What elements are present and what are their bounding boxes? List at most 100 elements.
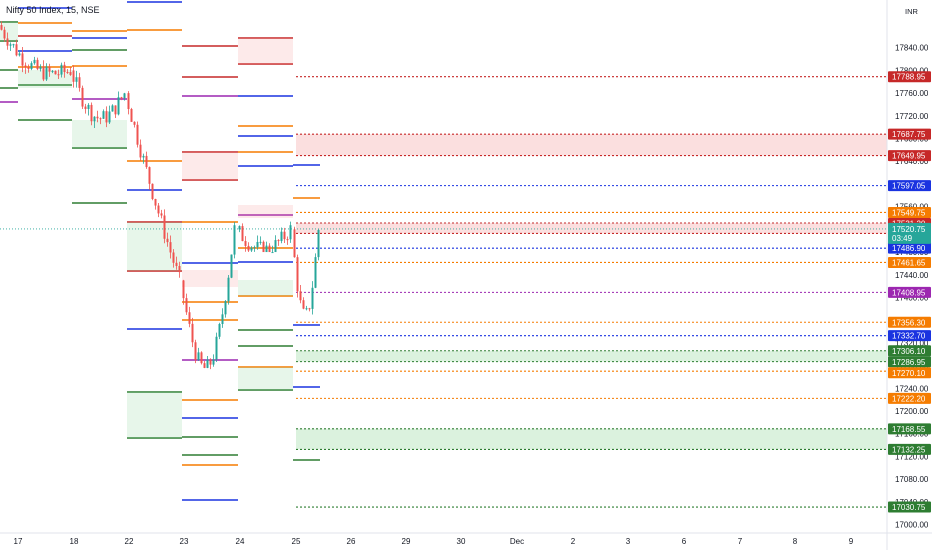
candle-body [265,245,268,253]
time-tick-label: 22 [125,537,134,546]
candle-body [96,116,99,119]
price-tag: 17687.75 [888,128,931,140]
current-price-bg [888,222,931,244]
candle-body [75,77,78,82]
candle-body [280,231,283,242]
candle-body [51,70,54,72]
candle-body [209,359,212,365]
price-tag-label: 17306.10 [892,347,926,356]
candle-body [293,229,296,258]
time-tick-label: 2 [571,537,576,546]
price-tag: 17408.95 [888,286,931,298]
candle-body [230,254,233,278]
candle-body [18,53,21,56]
candle-body [283,231,286,240]
time-tick-label: 24 [236,537,245,546]
candle-body [157,205,160,214]
time-tick-label: 17 [14,537,23,546]
candle-body [148,167,151,184]
candle-body [188,312,191,324]
candle-body [302,300,305,309]
time-tick-label: 3 [626,537,631,546]
candle-body [244,241,247,246]
time-tick-label: 23 [180,537,189,546]
chart-title: Nifty 50 Index, 15, NSE [6,5,100,15]
price-tick-label: 17800.00 [895,66,929,75]
candle-body [178,266,181,273]
candle-body [27,67,30,69]
price-tag-label: 17549.75 [892,208,926,217]
candle-body [24,65,27,68]
price-tag-label: 17222.20 [892,394,926,403]
candle-body [200,352,203,364]
candle-body [191,323,194,343]
candle-body [81,87,84,107]
price-tag: 17549.75 [888,206,931,218]
candle-body [206,359,209,368]
price-tag: 17030.75 [888,501,931,513]
price-tag-label: 17687.75 [892,130,926,139]
candle-body [102,111,105,119]
price-tag-label: 17649.95 [892,152,926,161]
candle-body [66,72,69,74]
candle-body [274,240,277,253]
candle-body [253,247,256,249]
zone-rect [296,428,887,450]
candle-body [259,241,262,243]
price-tag-bg [888,423,931,435]
candle-body [36,59,39,70]
candle-body [123,93,126,99]
price-tag: 17132.25 [888,443,931,455]
time-tick-label: 29 [402,537,411,546]
zone-rect [296,222,887,234]
price-tick-label: 17120.00 [895,452,929,461]
currency-label: INR [905,7,919,16]
historical-zone [182,152,238,180]
candle-body [39,66,42,70]
candle-body [142,155,145,158]
price-tag: 17356.30 [888,316,931,328]
zone-layer [296,134,887,450]
price-tick-label: 17840.00 [895,44,929,53]
candle-body [9,44,12,46]
candle-body [289,225,292,240]
price-tag-label: 17270.10 [892,369,926,378]
candle-body [93,116,96,122]
price-tag-label: 17286.95 [892,358,926,367]
candle-body [197,352,200,360]
price-tag: 17306.10 [888,345,931,357]
price-tick-label: 17200.00 [895,407,929,416]
candle-body [166,238,169,243]
historical-levels [0,1,320,501]
candle-body [136,124,139,145]
candle-body [117,97,120,115]
time-tick-label: 7 [738,537,743,546]
price-tag-bg [888,180,931,192]
price-tag-bg [888,206,931,218]
candle-body [247,245,250,251]
price-tag-label: 17132.25 [892,445,926,454]
price-tag: 17486.90 [888,242,931,254]
candle-body [21,53,24,66]
candle-body [271,252,274,254]
candle-body [90,104,93,122]
candle-body [233,225,236,255]
candle-body [87,104,90,109]
price-tick-label: 17320.00 [895,339,929,348]
candle-body [314,257,317,288]
candle-body [212,359,215,365]
candle-body [296,257,299,292]
current-price-label: 17520.75 [892,225,926,234]
candle-body [111,105,114,112]
candle-body [250,247,253,251]
candle-body [182,280,185,299]
price-tag: 17788.95 [888,71,931,83]
candle-body [114,105,117,115]
candle-body [63,64,66,73]
price-tag-bg [888,71,931,83]
candle-body [286,239,289,241]
time-tick-label: 18 [70,537,79,546]
price-tags: 17788.95 17687.75 17649.95 17597.05 17549.75… [888,71,931,513]
